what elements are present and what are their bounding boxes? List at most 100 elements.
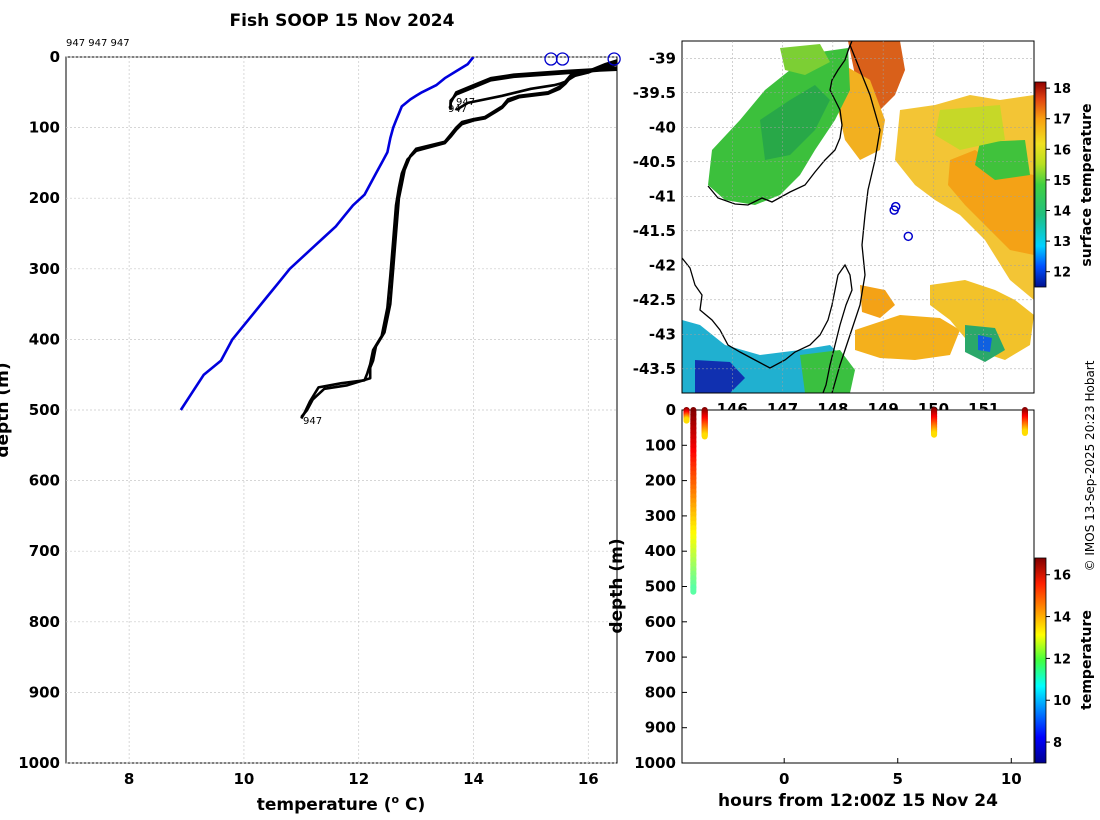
- section-ticks: 0 100 200 300 400 500 600 700 800 900 1000 0 5 10: [634, 401, 1021, 788]
- coast-tasmania: [682, 257, 853, 393]
- profile-top-annotation: 947 947 947: [66, 38, 130, 49]
- map-lat-tick-label: -39: [649, 49, 676, 67]
- sst-colorbar-label: surface temperature: [1079, 103, 1095, 266]
- section-y-tick-label: 300: [645, 507, 676, 525]
- profile-grid: [66, 56, 617, 764]
- sst-patch-se-orange: [860, 285, 895, 318]
- map-lat-tick-label: -41.5: [633, 222, 676, 240]
- sst-colorbar-tick-label: 13: [1053, 235, 1071, 250]
- section-y-tick-label: 700: [645, 648, 676, 666]
- map-grid: [682, 41, 1034, 393]
- section-colorbar-tick-label: 12: [1053, 652, 1071, 667]
- profile-y-tick-label: 1000: [18, 754, 60, 772]
- map-lat-tick-label: -43: [649, 325, 676, 343]
- sst-patch-south-orange: [855, 315, 960, 360]
- profile-plot-frame: [65, 56, 618, 764]
- profile-y-tick-label: 500: [29, 401, 60, 419]
- map-lat-tick-label: -42.5: [633, 291, 676, 309]
- sst-colorbar-tick-label: 14: [1053, 205, 1071, 220]
- map-drop-location: [903, 231, 914, 242]
- map-lat-tick-label: -42: [649, 256, 676, 274]
- sst-map: -39 -39.5 -40 -40.5 -41 -41.5 -42 -42.5 -43 -43.5…: [633, 40, 1095, 418]
- section-colorbar-label: temperature: [1079, 610, 1095, 710]
- profile-x-tick-label: 14: [463, 770, 484, 788]
- section-chart: 0 100 200 300 400 500 600 700 800 900 1000 0 5 10 hou…: [607, 401, 1095, 811]
- map-lat-tick-label: -40: [649, 118, 676, 136]
- sst-colorbar-tick-label: 12: [1053, 266, 1071, 281]
- section-y-tick-label: 600: [645, 613, 676, 631]
- sst-patch-sw-deep: [695, 360, 745, 393]
- profile-x-tick-label: 16: [578, 770, 599, 788]
- sst-colorbar-tick-label: 18: [1053, 82, 1071, 97]
- credit-text: © IMOS 13-Sep-2025 20:23 Hobart: [1083, 360, 1097, 571]
- profile-y-tick-label: 400: [29, 330, 60, 348]
- sst-colorbar-tick-label: 17: [1053, 113, 1071, 128]
- profile-y-tick-label: 100: [29, 119, 60, 137]
- profile-y-tick-label: 600: [29, 472, 60, 490]
- sst-patch-east-green: [975, 140, 1030, 180]
- section-y-tick-label: 200: [645, 472, 676, 490]
- section-x-tick-label: 10: [1001, 770, 1022, 788]
- map-drop-locations: [889, 201, 914, 242]
- section-y-tick-label: 500: [645, 578, 676, 596]
- profile-line-climatology: [179, 57, 475, 411]
- profile-drop-markers: [544, 52, 621, 66]
- section-y-tick-label: 0: [666, 401, 676, 419]
- section-y-tick-label: 100: [645, 436, 676, 454]
- profile-y-tick-label: 800: [29, 613, 60, 631]
- profile-series: [179, 57, 617, 420]
- profile-drop-marker: [555, 52, 570, 66]
- section-casts: [683, 407, 1028, 595]
- section-colorbar-ticks: 8 10 12 14 16: [1046, 569, 1071, 751]
- profile-y-label: depth (m): [0, 362, 13, 457]
- map-lat-tick-label: -41: [649, 187, 676, 205]
- profile-y-tick-label: 0: [50, 48, 60, 66]
- section-x-tick-label: 5: [893, 770, 903, 788]
- profile-x-tick-label: 12: [348, 770, 369, 788]
- sst-colorbar-tick-label: 15: [1053, 174, 1071, 189]
- profile-x-ticks: 8 10 12 14 16: [124, 770, 599, 788]
- section-x-tick-label: 0: [779, 770, 789, 788]
- map-frame: [681, 40, 1035, 394]
- sst-patch-bass-light: [780, 44, 830, 75]
- profile-y-ticks: 0 100 200 300 400 500 600 700 800 900 1000: [18, 48, 60, 772]
- profile-x-tick-label: 8: [124, 770, 134, 788]
- profile-label-c: 947: [303, 416, 322, 427]
- section-y-tick-label: 800: [645, 683, 676, 701]
- profile-y-tick-label: 900: [29, 683, 60, 701]
- section-colorbar-tick-label: 10: [1053, 694, 1071, 709]
- profile-y-tick-label: 300: [29, 260, 60, 278]
- profile-drop-marker: [607, 52, 621, 66]
- map-lat-tick-label: -39.5: [633, 84, 676, 102]
- profile-label-a: 947: [456, 97, 475, 108]
- section-y-label: depth (m): [607, 538, 627, 633]
- section-x-label: hours from 12:00Z 15 Nov 24: [718, 791, 998, 811]
- sst-colorbar: [1034, 81, 1047, 288]
- sst-colorbar-tick-label: 16: [1053, 143, 1071, 158]
- profile-y-tick-label: 700: [29, 542, 60, 560]
- section-colorbar-tick-label: 8: [1053, 736, 1062, 751]
- section-colorbar-tick-label: 16: [1053, 569, 1071, 584]
- map-lat-tick-label: -43.5: [633, 360, 676, 378]
- profile-x-label: temperature (o C): [257, 793, 426, 815]
- profile-line-947: [300, 59, 617, 418]
- map-lat-tick-label: -40.5: [633, 153, 676, 171]
- profile-line-947: [300, 61, 617, 420]
- coast-mainland: [707, 41, 853, 206]
- section-y-tick-label: 400: [645, 542, 676, 560]
- profile-chart: 0 100 200 300 400 500 600 700 800 900 1000 8 10 12 14…: [0, 38, 621, 815]
- profile-label-b: 947: [448, 104, 467, 115]
- sst-colorbar-ticks: 12 13 14 15 16 17 18: [1046, 82, 1071, 281]
- figure-title: Fish SOOP 15 Nov 2024: [230, 11, 455, 31]
- profile-x-tick-label: 10: [233, 770, 254, 788]
- coast-eastline: [831, 44, 881, 393]
- sst-patch-bass-core: [760, 85, 830, 160]
- section-colorbar: [1034, 557, 1047, 764]
- section-colorbar-tick-label: 14: [1053, 611, 1071, 626]
- section-y-tick-label: 900: [645, 719, 676, 737]
- map-frame-group: [681, 40, 1035, 394]
- section-frame: [681, 409, 1035, 764]
- map-drop-location: [889, 205, 899, 215]
- section-y-tick-label: 1000: [634, 754, 676, 772]
- profile-y-tick-label: 200: [29, 189, 60, 207]
